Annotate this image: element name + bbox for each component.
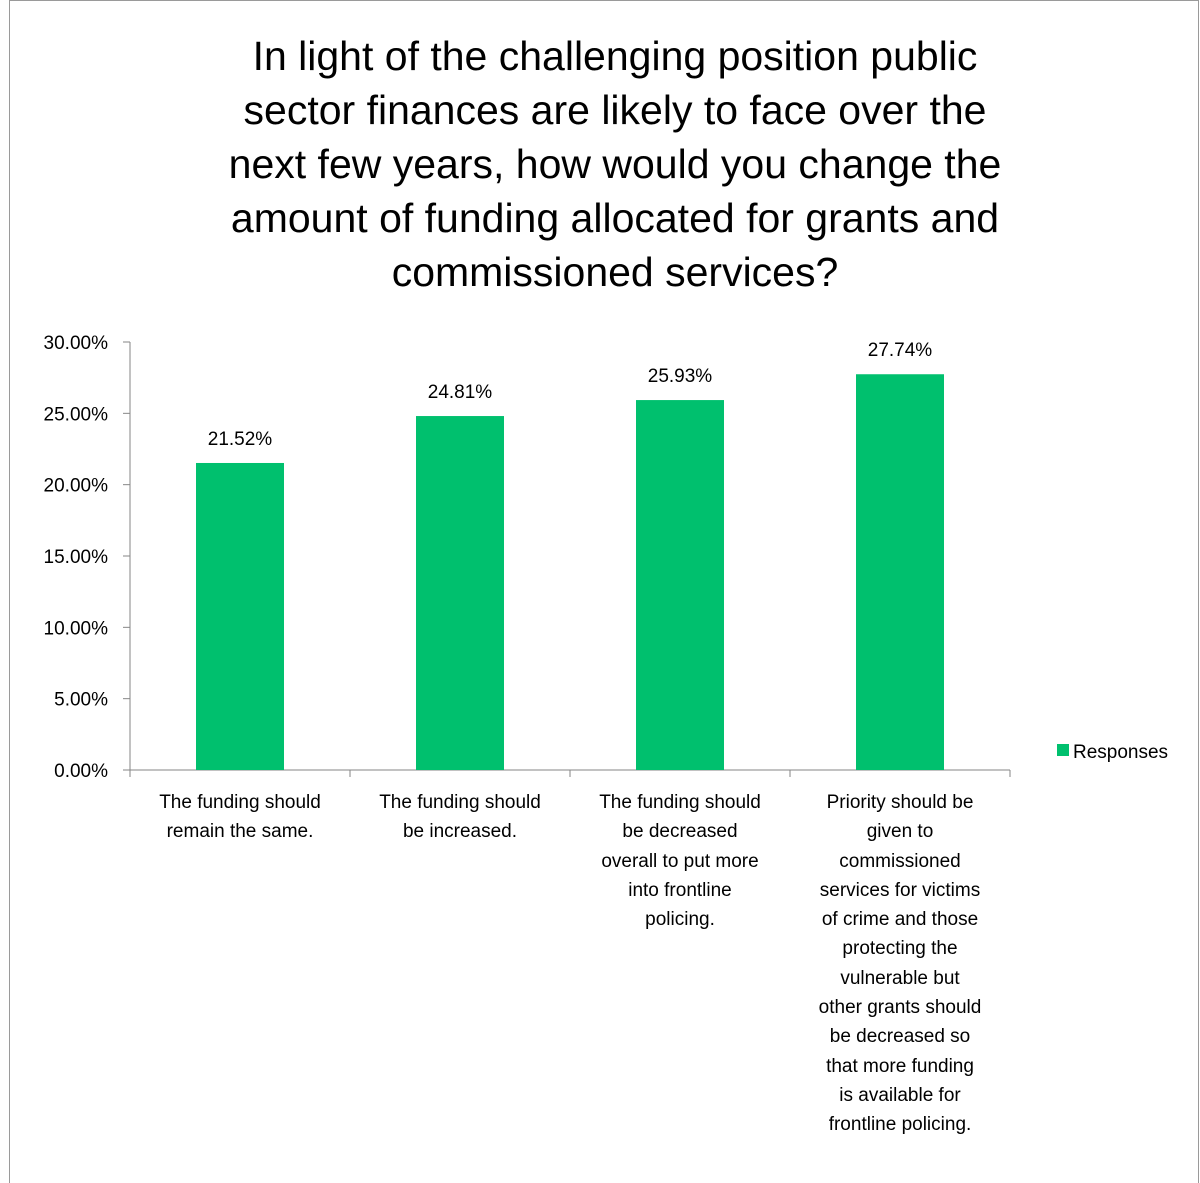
bar-data-label: 27.74% [868, 340, 933, 361]
category-label-line: protecting the [842, 938, 958, 960]
category-label-line: given to [866, 821, 934, 843]
x-axis-category-label: The funding should be increased. [354, 788, 566, 847]
y-axis-tick-label: 5.00% [54, 690, 108, 711]
chart-title: In light of the challenging position pub… [140, 29, 1090, 299]
legend-swatch [1057, 744, 1069, 756]
y-axis-tick-label: 25.00% [44, 404, 109, 425]
legend-label: Responses [1073, 742, 1168, 763]
category-label-line: The funding should [599, 792, 761, 813]
category-label-line: Priority should be [826, 792, 974, 813]
category-label-line: be decreased [622, 821, 738, 843]
y-axis-tick-label: 30.00% [44, 333, 109, 354]
category-label-line: that more funding [826, 1055, 974, 1077]
bar [416, 416, 504, 770]
chart-title-line: sector finances are likely to face over … [243, 87, 987, 133]
category-label-line: commissioned [839, 850, 961, 872]
category-label-line: vulnerable but [840, 967, 960, 989]
category-label-line: be decreased so [829, 1026, 971, 1048]
category-label-line: services for victims [819, 879, 981, 901]
category-label-line: The funding should [159, 792, 321, 813]
x-axis-category-label: The funding should remain the same. [134, 788, 346, 847]
category-label-line: The funding should [379, 792, 541, 813]
bar-data-label: 25.93% [648, 366, 713, 387]
x-axis-category-label: The funding should be decreased overall to… [574, 788, 786, 934]
chart-title-line: next few years, how would you change the [228, 141, 1002, 187]
category-label-line: is available for [839, 1084, 961, 1106]
y-axis-tick-label: 0.00% [54, 761, 108, 782]
bar-data-label: 21.52% [208, 429, 273, 450]
y-axis-tick-label: 20.00% [44, 476, 109, 497]
category-label-line: be increased. [402, 821, 518, 843]
category-label-line: remain the same. [166, 821, 314, 843]
category-label-line: other grants should [818, 997, 982, 1019]
chart-title-line: In light of the challenging position pub… [252, 33, 978, 79]
category-label-line: frontline policing. [828, 1114, 972, 1136]
chart-title-line: amount of funding allocated for grants a… [230, 195, 1000, 241]
bar-data-label: 24.81% [428, 382, 493, 403]
y-axis-tick-label: 10.00% [44, 618, 109, 639]
x-axis-category-label: Priority should be given to commissioned se… [794, 788, 1006, 1140]
category-label-line: policing. [645, 909, 715, 931]
category-label-line: overall to put more [601, 850, 759, 872]
chart-title-line: commissioned services? [391, 249, 839, 295]
category-label-line: of crime and those [821, 909, 979, 931]
bar [856, 374, 944, 770]
y-axis-tick-label: 15.00% [44, 547, 109, 568]
category-label-line: into frontline [628, 879, 732, 901]
bar [196, 462, 284, 770]
bar [636, 400, 724, 770]
